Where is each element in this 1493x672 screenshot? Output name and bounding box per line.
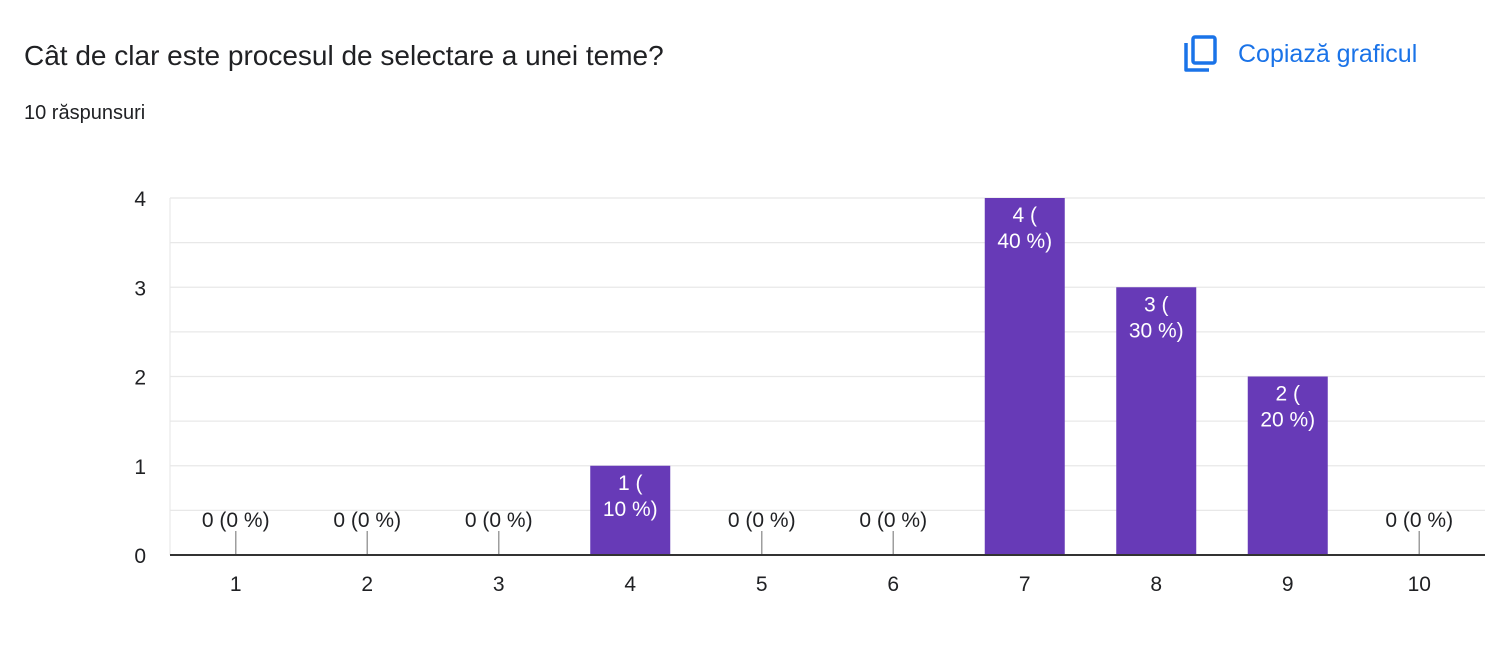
bar [984, 198, 1065, 555]
bar-data-label: 2 (20 %) [1260, 383, 1315, 432]
bar [1247, 376, 1328, 555]
bar-data-label: 3 (30 %) [1129, 293, 1184, 342]
bar-data-label: 0 (0 %) [859, 509, 927, 532]
bar-data-label: 4 (40 %) [997, 204, 1052, 253]
bar-data-label: 0 (0 %) [728, 509, 796, 532]
copy-icon [1180, 34, 1220, 74]
bar-data-label: 0 (0 %) [333, 509, 401, 532]
x-tick-label: 1 [230, 573, 242, 596]
bar-data-label: 0 (0 %) [465, 509, 533, 532]
y-tick-label: 2 [134, 367, 146, 390]
copy-chart-label: Copiază graficul [1238, 39, 1418, 68]
question-title: Cât de clar este procesul de selectare a… [24, 40, 664, 71]
bar-data-label: 1 (10 %) [603, 472, 658, 521]
x-tick-label: 9 [1282, 573, 1294, 596]
x-tick-label: 7 [1019, 573, 1031, 596]
bar [1116, 287, 1197, 555]
y-tick-label: 1 [134, 456, 146, 479]
y-tick-label: 4 [134, 188, 146, 211]
y-tick-label: 3 [134, 277, 146, 300]
x-tick-label: 2 [361, 573, 373, 596]
copy-chart-button[interactable]: Copiază graficul [1170, 28, 1427, 80]
y-tick-label: 0 [134, 545, 146, 568]
bar [590, 465, 671, 555]
x-tick-label: 8 [1150, 573, 1162, 596]
x-tick-label: 10 [1408, 573, 1431, 596]
bar-data-label: 0 (0 %) [202, 509, 270, 532]
x-tick-label: 5 [756, 573, 768, 596]
x-tick-label: 6 [887, 573, 899, 596]
x-tick-label: 3 [493, 573, 505, 596]
bar-data-label: 0 (0 %) [1385, 509, 1453, 532]
x-tick-label: 4 [624, 573, 636, 596]
response-count: 10 răspunsuri [24, 102, 146, 124]
